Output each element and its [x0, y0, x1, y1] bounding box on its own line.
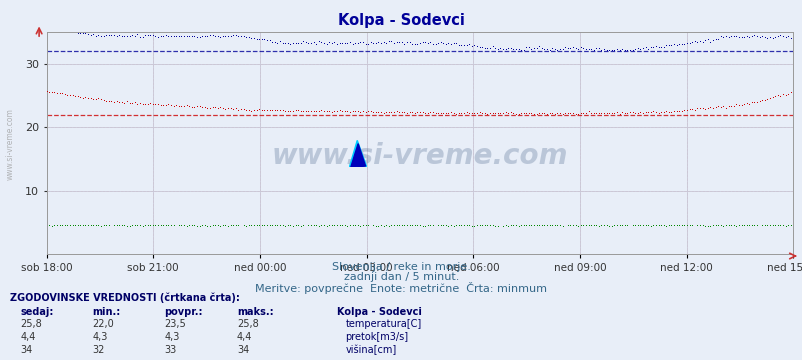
- Text: 25,8: 25,8: [237, 319, 258, 329]
- Text: 34: 34: [237, 345, 249, 355]
- Text: 4,3: 4,3: [164, 332, 180, 342]
- Text: 22,0: 22,0: [92, 319, 114, 329]
- Text: 4,3: 4,3: [92, 332, 107, 342]
- Text: 4,4: 4,4: [20, 332, 35, 342]
- Text: 4,4: 4,4: [237, 332, 252, 342]
- Text: sedaj:: sedaj:: [20, 307, 54, 317]
- Text: ZGODOVINSKE VREDNOSTI (črtkana črta):: ZGODOVINSKE VREDNOSTI (črtkana črta):: [10, 292, 239, 303]
- Polygon shape: [350, 144, 365, 167]
- Text: Kolpa - Sodevci: Kolpa - Sodevci: [337, 307, 422, 317]
- Text: temperatura[C]: temperatura[C]: [345, 319, 421, 329]
- Text: pretok[m3/s]: pretok[m3/s]: [345, 332, 408, 342]
- Text: povpr.:: povpr.:: [164, 307, 203, 317]
- Text: 23,5: 23,5: [164, 319, 186, 329]
- Text: Kolpa - Sodevci: Kolpa - Sodevci: [338, 13, 464, 28]
- Text: 32: 32: [92, 345, 104, 355]
- Polygon shape: [349, 140, 367, 167]
- Text: 33: 33: [164, 345, 176, 355]
- Text: 34: 34: [20, 345, 32, 355]
- Text: maks.:: maks.:: [237, 307, 273, 317]
- Text: Slovenija / reke in morje.: Slovenija / reke in morje.: [332, 262, 470, 272]
- Text: višina[cm]: višina[cm]: [345, 345, 396, 355]
- Text: Meritve: povprečne  Enote: metrične  Črta: minmum: Meritve: povprečne Enote: metrične Črta:…: [255, 282, 547, 293]
- Text: 25,8: 25,8: [20, 319, 42, 329]
- Text: min.:: min.:: [92, 307, 120, 317]
- Text: www.si-vreme.com: www.si-vreme.com: [271, 143, 568, 170]
- Text: zadnji dan / 5 minut.: zadnji dan / 5 minut.: [343, 272, 459, 282]
- Text: www.si-vreme.com: www.si-vreme.com: [6, 108, 14, 180]
